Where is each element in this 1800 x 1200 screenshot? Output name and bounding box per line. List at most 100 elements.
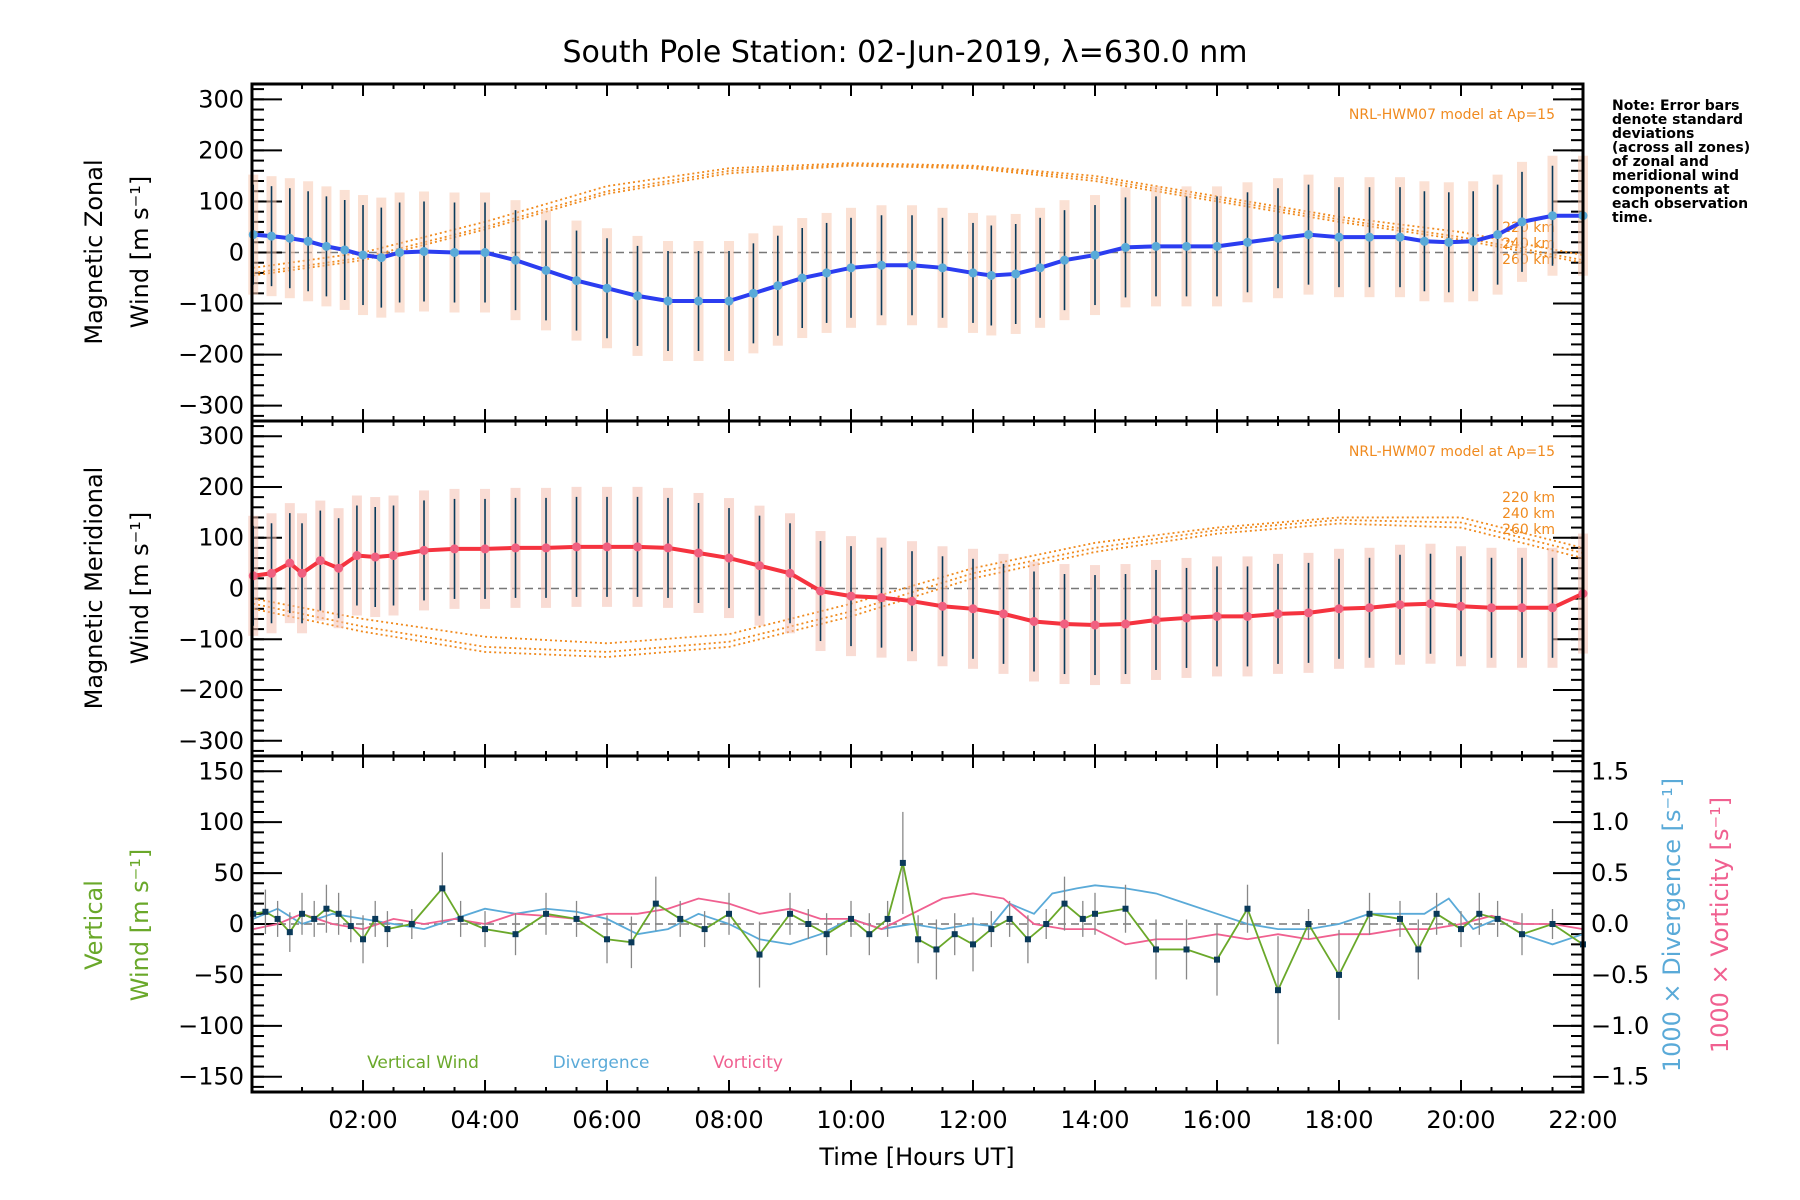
vertical-wind-point xyxy=(1244,905,1251,912)
divergence-axis-title: 1000 × Divergence [s⁻¹] xyxy=(1658,778,1686,1072)
model-line-240km xyxy=(253,519,1584,653)
wind-point xyxy=(370,552,380,562)
note-line: (across all zones) xyxy=(1612,140,1750,156)
x-tick-label: 06:00 xyxy=(572,1106,641,1134)
wind-point xyxy=(1456,601,1466,611)
wind-point xyxy=(267,568,277,578)
wind-point xyxy=(480,544,490,554)
y2-tick-label: 0.0 xyxy=(1591,910,1629,938)
wind-point xyxy=(1182,613,1192,623)
vertical-wind-point xyxy=(1092,910,1099,917)
model-altitude-label: 220 km xyxy=(1502,490,1555,506)
model-altitude-label: 240 km xyxy=(1502,506,1555,522)
vertical-wind-point xyxy=(1214,956,1221,963)
vertical-wind-point xyxy=(1366,910,1373,917)
wind-point xyxy=(395,248,405,257)
meridional-ylabel: Magnetic Meridional Wind [m s⁻¹] xyxy=(80,467,154,710)
wind-point xyxy=(1468,236,1478,246)
vertical-wind-point xyxy=(1079,915,1086,922)
wind-point xyxy=(797,273,807,283)
wind-point xyxy=(1493,230,1503,240)
note-line: denote standard xyxy=(1612,112,1743,128)
vertical-wind-point xyxy=(951,931,958,938)
x-tick-label: 10:00 xyxy=(816,1106,885,1134)
wind-point xyxy=(1517,217,1527,227)
wind-point xyxy=(1365,232,1375,242)
vertical-wind-point xyxy=(848,915,855,922)
vertical-wind-point xyxy=(1024,936,1031,943)
y2-tick-label: 1.0 xyxy=(1591,808,1629,836)
wind-point xyxy=(986,270,996,280)
vertical-wind-point xyxy=(274,915,281,922)
wind-point xyxy=(968,604,978,614)
note-line: each observation xyxy=(1612,196,1748,212)
y-tick-label: 0 xyxy=(229,910,244,938)
model-altitude-label: 260 km xyxy=(1502,522,1555,538)
vertical-wind-point xyxy=(482,926,489,933)
x-tick-label: 22:00 xyxy=(1548,1106,1617,1134)
wind-point xyxy=(1243,611,1253,621)
wind-point xyxy=(1548,603,1558,613)
vertical-wind-point xyxy=(604,936,611,943)
wind-point xyxy=(1212,611,1222,621)
vertical-wind-point xyxy=(1153,946,1160,953)
vertical-wind-point xyxy=(1061,900,1068,907)
wind-point xyxy=(602,283,612,293)
y-tick-label: 100 xyxy=(198,808,244,836)
zonal-ylabel: Magnetic Zonal Wind [m s⁻¹] xyxy=(80,159,154,344)
wind-point xyxy=(1426,599,1436,609)
wind-point xyxy=(1090,250,1100,260)
wind-point xyxy=(511,543,521,553)
wind-point xyxy=(785,568,795,578)
wind-point xyxy=(1304,230,1314,240)
x-tick-label: 20:00 xyxy=(1426,1106,1495,1134)
model-line-220km xyxy=(253,162,1584,269)
wind-point xyxy=(1121,619,1131,629)
wind-point xyxy=(663,296,673,306)
y-tick-label: 100 xyxy=(198,524,244,552)
x-tick-label: 12:00 xyxy=(938,1106,1007,1134)
vertical-wind-point xyxy=(543,910,550,917)
y-tick-label: −100 xyxy=(178,290,244,318)
note-block: Note: Error bars denote standard deviati… xyxy=(1612,98,1750,226)
wind-point xyxy=(816,586,826,596)
vertical-wind-point xyxy=(299,910,306,917)
vertical-wind-point xyxy=(915,936,922,943)
wind-point xyxy=(572,542,582,552)
model-line-260km xyxy=(253,164,1584,277)
panel-meridional: −300 −200 −100 0 100 200 300 NRL-HWM07 model at… xyxy=(178,419,1588,758)
wind-point xyxy=(352,551,362,561)
wind-point xyxy=(1182,241,1192,251)
vertical-wind-point xyxy=(573,915,580,922)
vertical-ylabel-line1: Vertical xyxy=(80,880,108,970)
wind-point xyxy=(321,241,331,251)
wind-point xyxy=(1419,236,1429,246)
wind-point xyxy=(1444,237,1454,247)
note-line: Note: Error bars xyxy=(1612,98,1739,114)
wind-point xyxy=(938,601,948,611)
y-tick-label: 200 xyxy=(198,136,244,164)
x-tick-label: 02:00 xyxy=(328,1106,397,1134)
wind-point xyxy=(877,260,887,270)
vertical-wind-point xyxy=(512,931,519,938)
wind-point xyxy=(755,561,765,571)
wind-point xyxy=(1090,620,1100,630)
vertical-wind-point xyxy=(1305,921,1312,927)
vertical-wind-point xyxy=(1122,905,1129,912)
wind-point xyxy=(541,543,551,553)
wind-point xyxy=(1517,603,1527,613)
model-label: NRL-HWM07 model at Ap=15 xyxy=(1349,444,1555,460)
wind-point xyxy=(1060,619,1070,629)
wind-point xyxy=(968,268,978,278)
wind-point xyxy=(907,596,917,606)
vertical-wind-point xyxy=(262,908,269,915)
y-tick-label: 300 xyxy=(198,85,244,113)
wind-point xyxy=(450,248,460,257)
wind-point xyxy=(633,542,643,552)
panel-vertical: −150 −100 −50 0 50 100 150 −1.5 −1.0 −0.5 0.0 0.5 1.… xyxy=(178,754,1649,1134)
vorticity-y2label: 1000 × Vorticity [s⁻¹] xyxy=(1706,797,1734,1053)
vertical-wind-point xyxy=(823,931,830,938)
wind-point xyxy=(633,291,643,301)
vertical-wind-point xyxy=(323,905,330,912)
